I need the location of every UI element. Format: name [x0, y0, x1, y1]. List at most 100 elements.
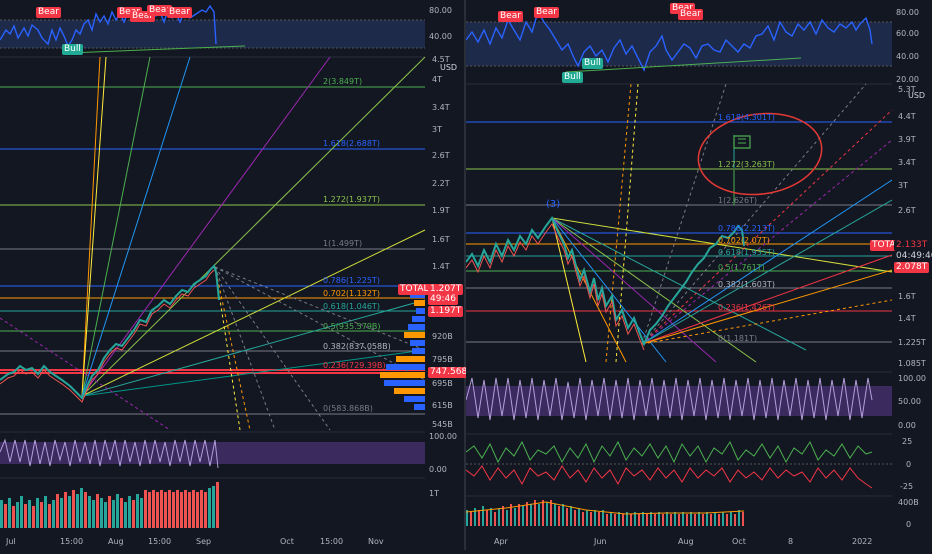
left-price-tick: 3T: [432, 125, 442, 134]
right-price-axis[interactable]: 5.3T 4.4T 3.9T 3.4T 3T 2.6T 1.6T 1.4T 1.…: [898, 85, 926, 368]
right-price-candles-up: [465, 216, 745, 347]
left-time-tick: Jul: [5, 537, 16, 546]
left-time-tick: Nov: [368, 537, 384, 546]
left-symbol-badge[interactable]: TOTAL2: [398, 284, 437, 295]
right-price-tick: 4.4T: [898, 112, 916, 121]
left-osc-axis-100: 100.00: [429, 432, 457, 441]
right-time-tick: Apr: [494, 537, 509, 546]
left-price-tick: 1.4T: [432, 262, 450, 271]
right-osc1-axis: 50.00: [898, 397, 921, 406]
right-volume-axis: 0: [906, 520, 911, 529]
left-price-candles-up: [0, 264, 220, 400]
left-price-tick: 2.2T: [432, 179, 450, 188]
right-volume-bars: [466, 500, 744, 526]
fib-label-0618: 0.618(1.046T): [323, 302, 380, 311]
right-fib-label-05: 0.5(1.761T): [718, 263, 765, 272]
right-price-tick: 5.3T: [898, 85, 916, 94]
left-price-badge[interactable]: 1.207T: [428, 284, 464, 295]
left-price-tick: 1.6T: [432, 235, 450, 244]
right-osc2-panel: 25 0 -25: [465, 433, 913, 491]
right-fib-label-1: 1(2.626T): [718, 196, 757, 205]
right-fib-label-0618: 0.618(1.935T): [718, 248, 775, 257]
left-volume-axis: 1T: [429, 489, 439, 498]
right-price-badge[interactable]: 2.133T: [894, 240, 930, 251]
fib-label-2: 2(3.849T): [323, 77, 362, 86]
right-fib-label-1272: 1.272(3.263T): [718, 160, 775, 169]
right-price-tick: 1.085T: [898, 359, 926, 368]
left-chart-pane[interactable]: 80.00 40.00: [0, 0, 476, 550]
left-osc-axis-0: 0.00: [429, 465, 447, 474]
left-price-tick: 2.6T: [432, 151, 450, 160]
fib-label-0382: 0.382(837.058B): [323, 342, 391, 351]
left-price-tick: 3.4T: [432, 103, 450, 112]
left-rsi-band: [0, 20, 425, 48]
left-price-tick: 695B: [432, 379, 453, 388]
left-price2-badge: 1.197T: [428, 306, 464, 317]
left-rsi-line: [0, 4, 217, 48]
left-volume-bars: [0, 482, 219, 528]
left-rsi-axis-80: 80.00: [429, 6, 452, 15]
left-time-tick: Oct: [280, 537, 294, 546]
left-fan-lines: [0, 56, 426, 431]
right-price-tick: 1.4T: [898, 314, 916, 323]
left-currency-label[interactable]: USD: [440, 63, 457, 72]
right-osc2-red: [465, 465, 873, 489]
right-price-tick: 3.4T: [898, 158, 916, 167]
right-price-tick: 1.6T: [898, 292, 916, 301]
right-bear-label: Bear: [498, 11, 523, 22]
fib-label-0786: 0.786(1.225T): [323, 276, 380, 285]
left-bear-label: Bear: [147, 5, 172, 16]
left-volume-profile: [380, 284, 425, 410]
fib-label-1618: 1.618(2.688T): [323, 139, 380, 148]
right-osc2-axis: -25: [900, 482, 913, 491]
right-osc1-axis: 0.00: [898, 421, 916, 430]
fib-label-0236: 0.236(729.39B): [323, 361, 386, 370]
fib-label-05: 0.5(935.579B): [323, 322, 381, 331]
right-fib-label-0236: 0.236(1.426T): [718, 303, 775, 312]
right-volume-panel: 400B 0: [465, 495, 919, 529]
right-osc1-axis: 100.00: [898, 374, 926, 383]
right-main-panel: 1.618(4.301T) 1.272(3.263T) 1(2.626T) 0.…: [465, 83, 926, 368]
right-osc2-axis: 25: [902, 437, 912, 446]
right-osc2-axis: 0: [906, 460, 911, 469]
left-rsi-panel: 80.00 40.00: [0, 4, 452, 54]
right-fib-label-0702: 0.702(2.07T): [718, 236, 770, 245]
right-chart-pane[interactable]: 80.00 60.00 40.00 20.00: [465, 0, 932, 550]
left-chart-svg[interactable]: 80.00 40.00: [0, 0, 464, 550]
right-bear-label: Bear: [670, 3, 695, 14]
right-fib-label-0382: 0.382(1.603T): [718, 280, 775, 289]
left-main-panel: 2(3.849T) 1.618(2.688T) 1.272(1.937T) 1(…: [0, 55, 457, 431]
left-time-axis[interactable]: Jul 15:00 Aug 15:00 Sep Oct 15:00 Nov: [5, 537, 384, 546]
right-fib-label-0786: 0.786(2.213T): [718, 224, 775, 233]
right-time-tick: 8: [788, 537, 793, 546]
left-time-tick: 15:00: [60, 537, 83, 546]
elliott-wave-label: (3): [546, 199, 560, 210]
left-time-tick: Aug: [108, 537, 124, 546]
right-currency-label[interactable]: USD: [908, 91, 925, 100]
right-fib-label-0: 0(1.181T): [718, 334, 757, 343]
left-bull-label: Bull: [62, 44, 83, 55]
right-rsi-panel: 80.00 60.00 40.00 20.00: [465, 8, 919, 84]
flag-icon: [733, 135, 751, 168]
fib-label-0702: 0.702(1.132T): [323, 289, 380, 298]
right-time-tick: Oct: [732, 537, 746, 546]
right-price-tick: 1.225T: [898, 338, 926, 347]
pane-divider[interactable]: [464, 0, 466, 550]
right-rsi-axis: 60.00: [896, 29, 919, 38]
right-symbol-badge[interactable]: TOTAL: [870, 240, 903, 251]
left-price-tick: 4.5T: [432, 55, 450, 64]
right-time-tick: 2022: [852, 537, 872, 546]
right-time-axis[interactable]: Apr Jun Aug Oct 8 2022: [494, 537, 872, 546]
left-volume-panel: 1T: [0, 477, 439, 528]
left-countdown-badge: 49:46: [428, 294, 458, 305]
right-volume-ma: [465, 501, 745, 515]
fib-label-1: 1(1.499T): [323, 239, 362, 248]
left-price-axis[interactable]: 4.5T 4T 3.4T 3T 2.6T 2.2T 1.9T 1.6T 1.4T…: [432, 55, 453, 429]
left-rsi-axis-40: 40.00: [429, 32, 452, 41]
fib-label-0: 0(583.868B): [323, 404, 373, 413]
left-bear-label: Bear: [130, 11, 155, 22]
right-chart-svg[interactable]: 80.00 60.00 40.00 20.00: [465, 0, 932, 550]
right-time-tick: Jun: [593, 537, 607, 546]
right-fib-label-1618: 1.618(4.301T): [718, 113, 775, 122]
left-price-candles-down: [0, 269, 215, 403]
